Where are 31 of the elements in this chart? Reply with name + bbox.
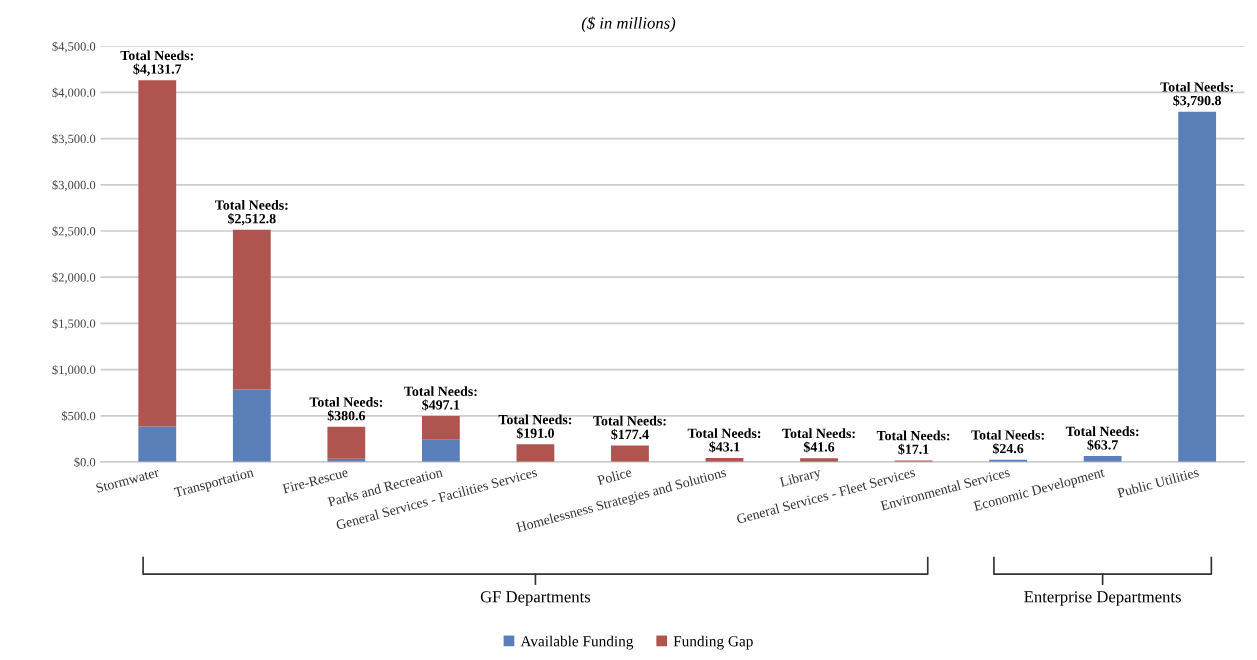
total-label: Total Needs: $177.4	[593, 415, 666, 441]
legend-label: Available Funding	[520, 635, 634, 650]
text: Enterprise Departments	[1024, 591, 1181, 606]
total-label: Total Needs: $380.6	[309, 396, 383, 422]
y-tick-label: $2,000.0	[52, 272, 96, 284]
y-tick-label: $4,500.0	[52, 41, 96, 53]
x-tick-label: Library	[779, 466, 823, 490]
y-tick-label: $500.0	[61, 411, 96, 422]
total-label: Total Needs: $497.1	[404, 386, 477, 411]
total-label: Total Needs: $43.1	[687, 428, 761, 453]
legend-label: Funding Gap	[673, 635, 753, 650]
total-label: Total Needs: $4,131.7	[120, 50, 194, 76]
y-tick-label: $2,500.0	[52, 226, 96, 238]
total-label: Total Needs: $41.6	[782, 428, 855, 453]
y-tick-label: $3,000.0	[52, 180, 96, 192]
total-label: Total Needs: $63.7	[1065, 426, 1139, 451]
total-label: Total Needs: $24.6	[971, 429, 1044, 455]
x-tick-label: Public Utilities	[1116, 466, 1200, 498]
y-tick-label: $1,000.0	[52, 364, 96, 376]
y-tick-label: $1,500.0	[52, 318, 96, 330]
x-tick-label: Stormwater	[95, 467, 160, 493]
y-tick-label: $0.0	[74, 457, 96, 468]
total-label: Total Needs: $191.0	[498, 414, 572, 439]
total-label: Total Needs: $3,790.8	[1160, 81, 1233, 108]
total-label: Total Needs: $17.1	[876, 430, 950, 455]
y-tick-label: $3,500.0	[52, 133, 96, 145]
x-tick-label: Police	[596, 466, 633, 486]
chart-subtitle: ($ in millions)	[581, 16, 676, 33]
total-label: Total Needs: $2,512.8	[215, 199, 288, 226]
text: GF Departments	[480, 591, 591, 606]
y-tick-label: $4,000.0	[52, 87, 96, 99]
